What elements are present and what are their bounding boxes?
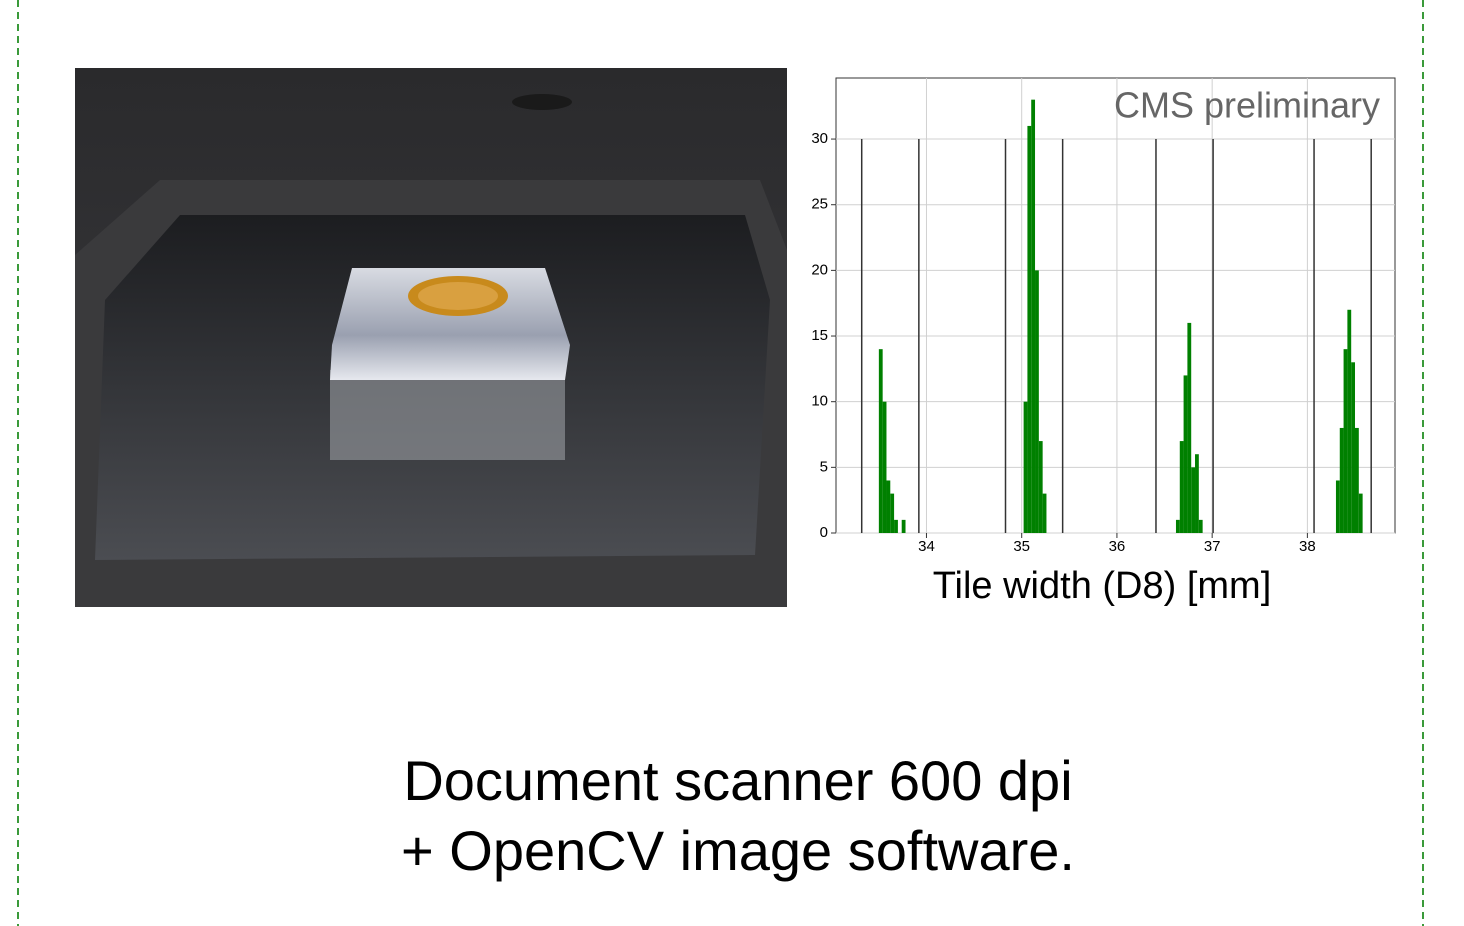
caption-line: Document scanner 600 dpi xyxy=(403,749,1072,812)
x-tick-label: 34 xyxy=(918,538,935,555)
plot-area xyxy=(836,78,1395,533)
histogram-bar xyxy=(1340,428,1344,533)
histogram-bar xyxy=(1199,520,1203,533)
x-tick-label: 35 xyxy=(1013,538,1030,555)
histogram-bar xyxy=(886,480,890,533)
y-tick-label: 10 xyxy=(811,393,828,410)
histogram-bar xyxy=(1024,402,1028,533)
caption-line: + OpenCV image software. xyxy=(401,819,1075,882)
x-tick-label: 37 xyxy=(1204,538,1221,555)
y-tick-label: 0 xyxy=(820,524,828,541)
x-axis-label: Tile width (D8) [mm] xyxy=(933,565,1272,607)
x-tick-label: 36 xyxy=(1109,538,1126,555)
histogram-bar xyxy=(1031,100,1035,533)
slide: 0 5 10 15 20 25 30 34 35 36 37 38 CMS preliminary Ti… xyxy=(0,0,1464,926)
histogram-bar xyxy=(1347,310,1351,533)
chart-annotation: CMS preliminary xyxy=(1114,85,1380,126)
histogram-bar xyxy=(1180,441,1184,533)
y-tick-label: 30 xyxy=(811,130,828,147)
y-tick-label: 20 xyxy=(811,261,828,278)
y-tick-label: 15 xyxy=(811,327,828,344)
histogram-bar xyxy=(894,520,898,533)
histogram-bar xyxy=(1184,375,1188,533)
histogram-bar xyxy=(890,494,894,533)
histogram-bar xyxy=(1035,270,1039,533)
histogram-bar xyxy=(1027,126,1031,533)
histogram-bar xyxy=(1187,323,1191,533)
histogram-bar xyxy=(1351,362,1355,533)
y-tick-label: 5 xyxy=(820,458,828,475)
histogram-bar xyxy=(879,349,883,533)
histogram-bar xyxy=(1191,467,1195,533)
y-tick-label: 25 xyxy=(811,196,828,213)
histogram-bar xyxy=(1176,520,1180,533)
histogram-bar xyxy=(1336,480,1340,533)
photo xyxy=(75,68,787,607)
histogram-bar xyxy=(883,402,887,533)
histogram-bar xyxy=(1043,494,1047,533)
histogram-bar xyxy=(902,520,906,533)
histogram-bar xyxy=(1359,494,1363,533)
histogram-bar xyxy=(1355,428,1359,533)
histogram-bar xyxy=(1039,441,1043,533)
histogram-bar xyxy=(1344,349,1348,533)
histogram-bar xyxy=(1195,454,1199,533)
x-tick-label: 38 xyxy=(1299,538,1316,555)
